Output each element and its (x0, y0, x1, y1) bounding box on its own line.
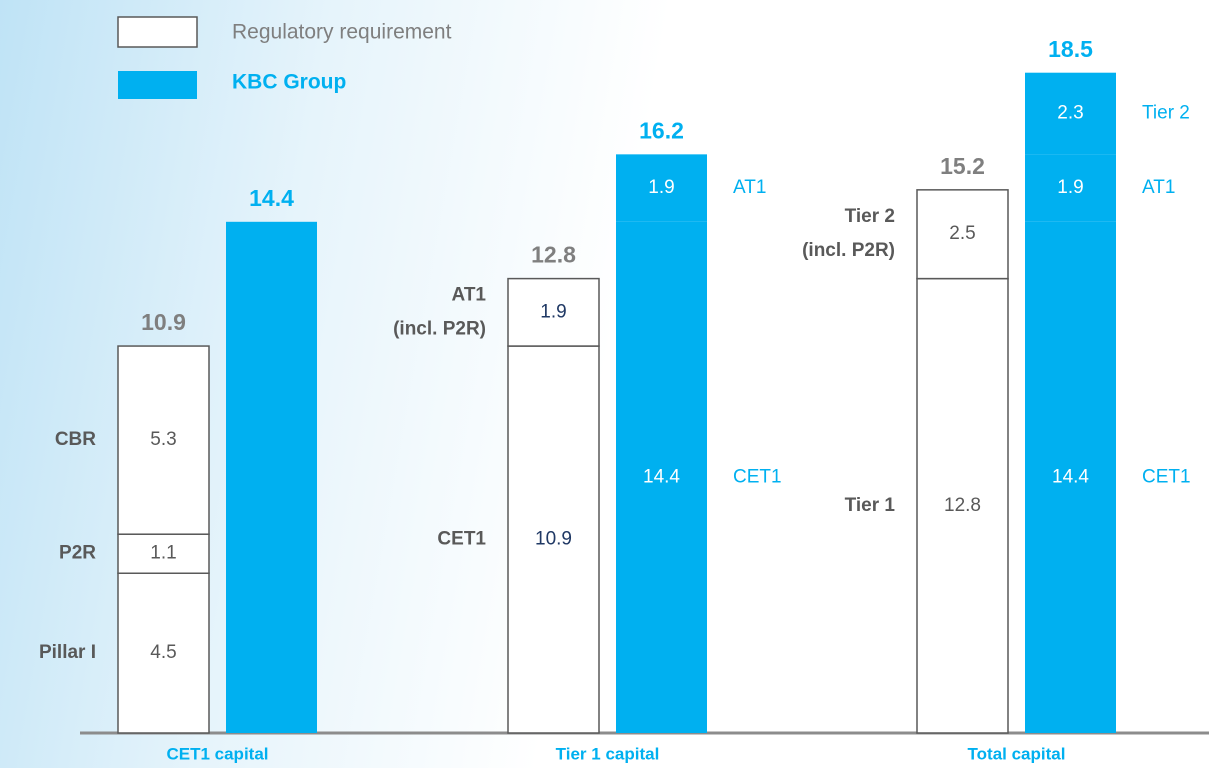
bar-segment (117, 572, 210, 734)
segment-label: CET1 (437, 529, 486, 550)
category-label: CET1 capital (166, 744, 268, 763)
bar-segment (507, 277, 600, 347)
total-label: 12.8 (531, 242, 576, 268)
bar-segment (1025, 72, 1116, 155)
segment-label: Tier 2 (1142, 103, 1190, 124)
segment-value: 12.8 (944, 495, 981, 516)
legend-swatch (117, 16, 198, 48)
total-label: 16.2 (639, 117, 684, 143)
category-label: Tier 1 capital (556, 744, 660, 763)
segment-label: AT1 (733, 177, 766, 198)
total-label: 15.2 (940, 153, 985, 179)
bar-segment (916, 277, 1009, 734)
bar-segment (616, 154, 707, 222)
total-label: 10.9 (141, 309, 186, 335)
segment-label: AT1 (452, 284, 487, 305)
segment-value: 5.3 (150, 429, 176, 450)
segment-label: (incl. P2R) (393, 318, 486, 339)
segment-value: 1.9 (648, 177, 674, 198)
legend-label: KBC Group (232, 71, 346, 94)
total-label: 18.5 (1048, 36, 1093, 62)
bar-segment (916, 189, 1009, 280)
segment-label: CET1 (1142, 466, 1191, 487)
segment-label: (incl. P2R) (802, 240, 895, 261)
segment-value: 2.5 (949, 223, 975, 244)
segment-label: Tier 1 (845, 495, 896, 516)
bar-segment (1025, 221, 1116, 734)
segment-label: Pillar I (39, 642, 96, 663)
category-label: Total capital (968, 744, 1066, 763)
segment-label: CET1 (733, 466, 782, 487)
segment-value: 1.9 (1057, 177, 1083, 198)
segment-label: Tier 2 (845, 206, 895, 227)
bar-segment (507, 345, 600, 734)
segment-label: P2R (59, 543, 96, 564)
segment-value: 14.4 (1052, 466, 1089, 487)
segment-label: CBR (55, 429, 96, 450)
legend-label: Regulatory requirement (232, 21, 452, 44)
bar-segment (117, 345, 210, 535)
segment-value: 14.4 (643, 466, 680, 487)
segment-value: 1.9 (540, 301, 566, 322)
bar (226, 221, 317, 734)
bar-segment (1025, 154, 1116, 222)
total-label: 14.4 (249, 185, 294, 211)
legend-swatch (118, 71, 197, 99)
segment-value: 1.1 (150, 543, 176, 564)
bar-segment (117, 533, 210, 575)
bar-segment (616, 221, 707, 734)
segment-value: 4.5 (150, 642, 176, 663)
segment-value: 2.3 (1057, 103, 1083, 124)
segment-value: 10.9 (535, 529, 572, 550)
segment-label: AT1 (1142, 177, 1175, 198)
